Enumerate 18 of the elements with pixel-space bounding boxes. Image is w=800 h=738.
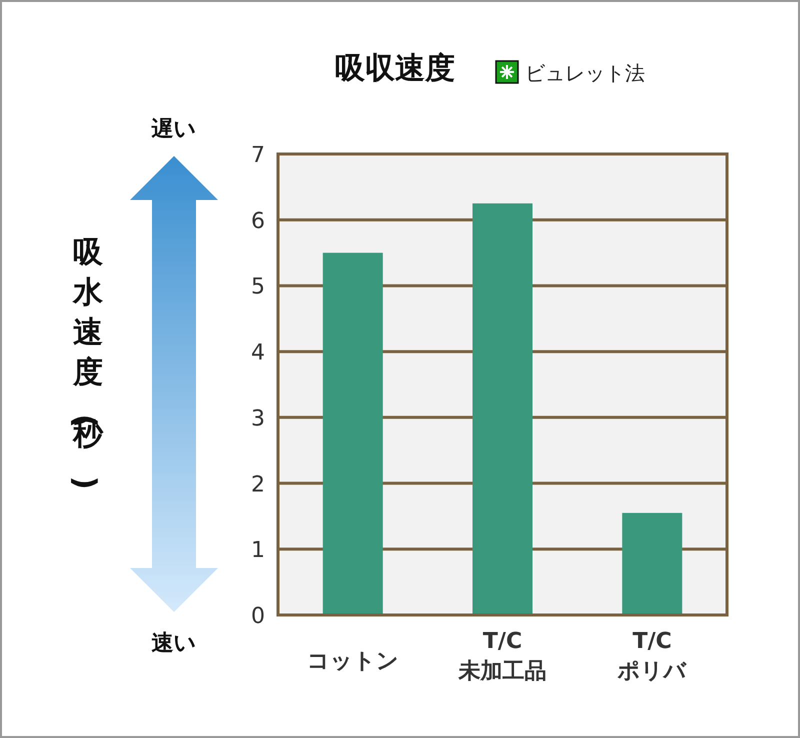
y-tick-label: 7: [251, 143, 265, 168]
x-tick-label: T/C ポリバ: [616, 629, 688, 684]
y-tick-label: 1: [251, 538, 265, 564]
bar: [622, 512, 682, 615]
text: 遅い: [150, 117, 196, 142]
bar: [472, 203, 532, 615]
y-tick-label: 3: [251, 406, 265, 432]
x-tick-label: コットン: [306, 649, 399, 674]
x-tick-label: T/C 未加工品: [458, 629, 546, 684]
y-tick-label: 2: [251, 472, 265, 498]
y-tick-label: 4: [251, 340, 265, 366]
bar: [322, 252, 383, 615]
y-tick-label: 0: [251, 604, 265, 629]
y-tick-label: 6: [251, 208, 265, 234]
y-tick-label: 5: [251, 274, 265, 300]
chart-title: 吸収速度: [335, 51, 455, 86]
text: 速い: [152, 631, 196, 656]
legend: ビュレット法: [495, 60, 645, 85]
